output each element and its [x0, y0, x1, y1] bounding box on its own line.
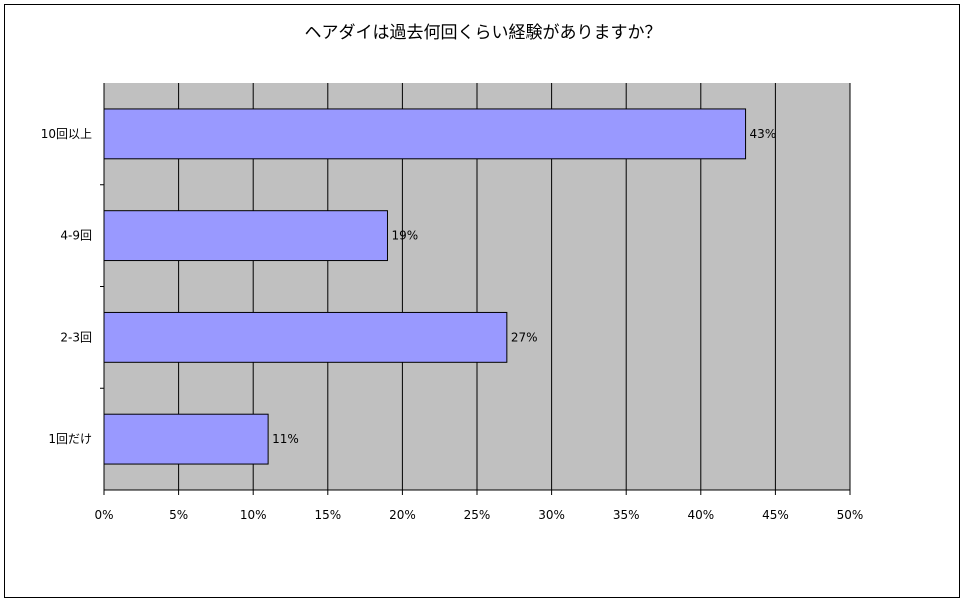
bar: [103, 108, 747, 160]
x-tick-label: 45%: [762, 508, 789, 522]
x-tick-label: 50%: [837, 508, 864, 522]
data-label: 11%: [272, 432, 299, 446]
category-label: 1回だけ: [48, 432, 92, 446]
bar: [103, 413, 269, 465]
category-label: 10回以上: [41, 127, 92, 141]
category-label: 4-9回: [60, 229, 92, 243]
data-label: 19%: [391, 229, 418, 243]
x-tick-label: 10%: [240, 508, 267, 522]
x-tick-label: 40%: [687, 508, 714, 522]
x-tick-label: 25%: [464, 508, 491, 522]
chart-title: ヘアダイは過去何回くらい経験がありますか？: [304, 23, 662, 43]
data-label: 27%: [511, 330, 538, 344]
x-tick-label: 5%: [169, 508, 188, 522]
x-tick-label: 30%: [538, 508, 565, 522]
x-tick-label: 0%: [94, 508, 113, 522]
category-label: 2-3回: [60, 330, 92, 344]
bar: [103, 311, 508, 363]
bar: [103, 210, 388, 262]
data-label: 43%: [750, 127, 777, 141]
x-tick-label: 35%: [613, 508, 640, 522]
x-tick-label: 20%: [389, 508, 416, 522]
x-tick-label: 15%: [314, 508, 341, 522]
